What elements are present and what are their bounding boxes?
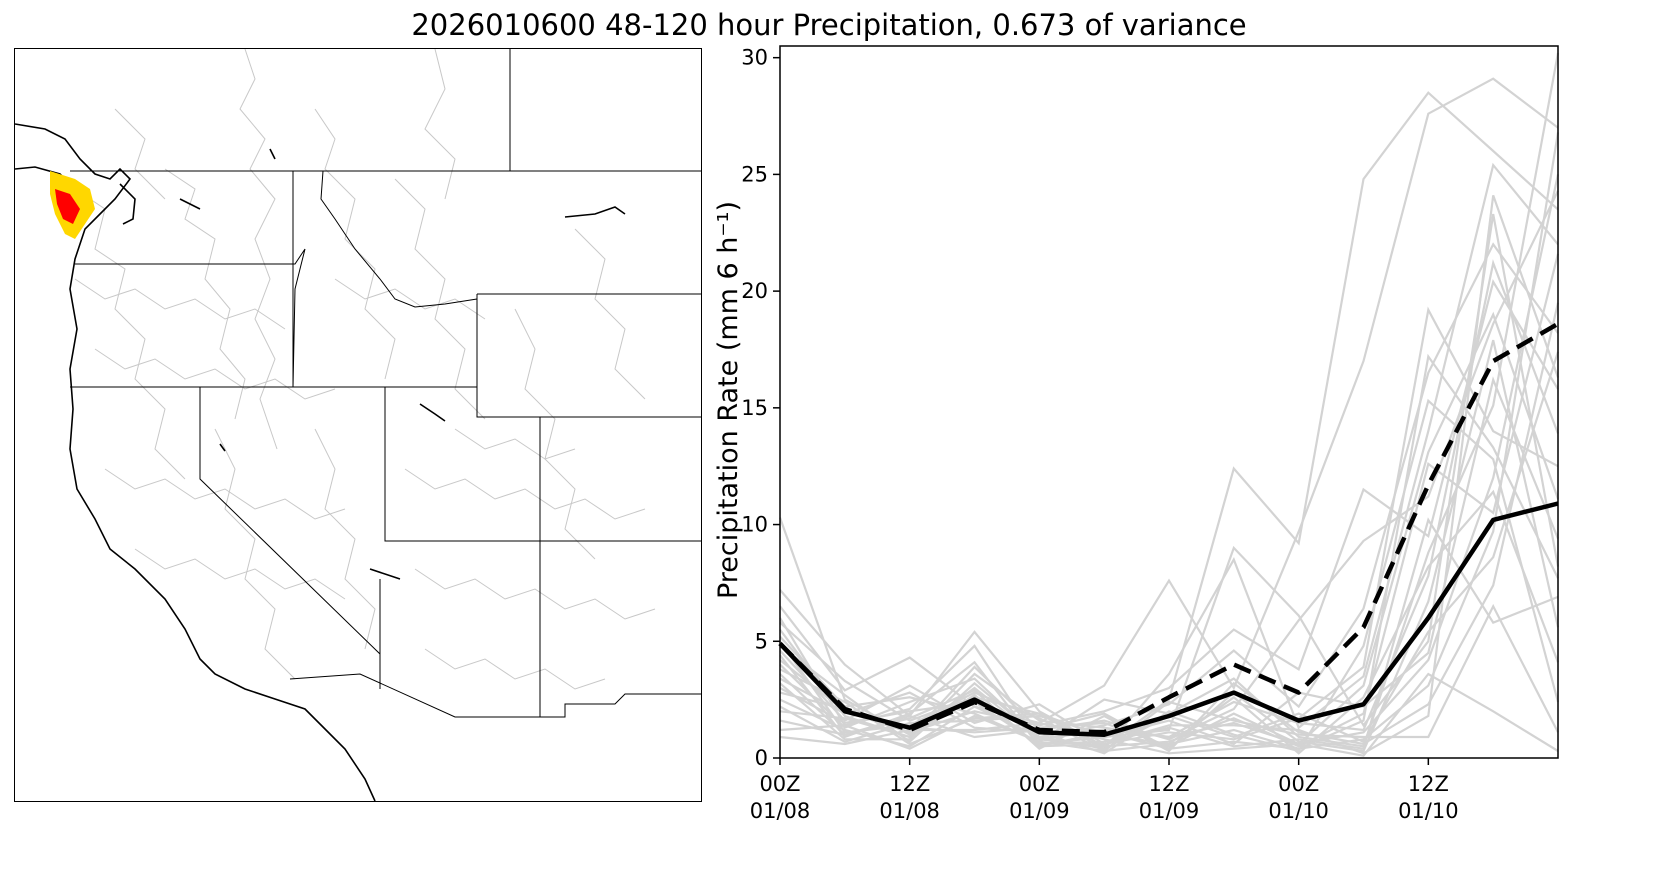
y-axis-label: Precipitation Rate (mm 6 h⁻¹) — [713, 201, 744, 599]
x-tick-label-date: 01/08 — [879, 799, 940, 823]
member-line-24 — [779, 603, 1559, 753]
member-line-15 — [779, 302, 1560, 753]
plot-frame — [779, 45, 1559, 759]
member-line-3 — [779, 77, 1559, 725]
y-tick-label: 30 — [741, 46, 768, 70]
x-tick-label-time: 12Z — [1408, 772, 1449, 796]
lakes — [179, 148, 626, 580]
y-tick-label: 5 — [755, 629, 768, 653]
x-tick-label-date: 01/08 — [750, 799, 811, 823]
western-us-map — [15, 49, 701, 801]
member-line-14 — [779, 376, 1560, 746]
member-line-7 — [779, 52, 1560, 748]
member-line-10 — [779, 306, 1559, 746]
y-tick-label: 10 — [741, 513, 768, 537]
ensemble-members — [778, 52, 1560, 757]
member-line-17 — [779, 259, 1560, 741]
member-line-25 — [779, 672, 1559, 757]
figure-title: 2026010600 48-120 hour Precipitation, 0.… — [411, 8, 1247, 42]
member-line-16 — [779, 398, 1560, 755]
summary-series — [778, 321, 1560, 737]
x-tick-label-time: 00Z — [1278, 772, 1319, 796]
dashed-series-line — [778, 321, 1560, 735]
x-tick-label-time: 12Z — [889, 772, 930, 796]
member-line-13 — [779, 253, 1560, 748]
chart-axes — [779, 45, 1559, 759]
precipitation-chart: 0 5 10 15 20 25 30 00Z 01/08 12Z 01/08 00Z 01/09 12Z 0… — [713, 45, 1560, 823]
precipitation-shading — [50, 171, 95, 239]
member-line-5 — [779, 162, 1559, 751]
member-line-4 — [779, 213, 1560, 746]
member-line-8 — [779, 132, 1560, 753]
state-borders — [70, 49, 701, 718]
x-tick-label-time: 00Z — [759, 772, 800, 796]
y-tick-label: 25 — [741, 162, 768, 186]
precipitation-map — [14, 48, 702, 802]
member-line-22 — [779, 195, 1560, 755]
basin-boundaries — [74, 49, 656, 690]
member-line-11 — [779, 339, 1560, 753]
member-line-21 — [779, 489, 1560, 755]
member-line-18 — [779, 517, 1559, 750]
x-tick-label-date: 01/09 — [1009, 799, 1070, 823]
member-line-12 — [779, 278, 1559, 734]
precip-area-high — [55, 189, 80, 224]
y-tick-label: 15 — [741, 396, 768, 420]
x-tick-label-date: 01/09 — [1139, 799, 1200, 823]
y-tick-label: 0 — [755, 746, 768, 770]
member-line-23 — [779, 353, 1559, 750]
member-line-2 — [779, 91, 1559, 748]
y-tick-label: 20 — [741, 279, 768, 303]
x-tick-label-time: 12Z — [1148, 772, 1189, 796]
chart-ticks: 0 5 10 15 20 25 30 00Z 01/08 12Z 01/08 00Z 01/09 12Z 0… — [741, 46, 1458, 823]
x-tick-label-date: 01/10 — [1268, 799, 1329, 823]
member-line-9 — [779, 242, 1559, 744]
x-tick-label-time: 00Z — [1019, 772, 1060, 796]
solid-series-line — [778, 501, 1559, 737]
x-tick-label-date: 01/10 — [1398, 799, 1459, 823]
